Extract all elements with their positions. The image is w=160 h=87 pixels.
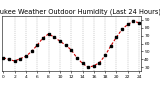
Title: Milwaukee Weather Outdoor Humidity (Last 24 Hours): Milwaukee Weather Outdoor Humidity (Last…	[0, 9, 160, 15]
